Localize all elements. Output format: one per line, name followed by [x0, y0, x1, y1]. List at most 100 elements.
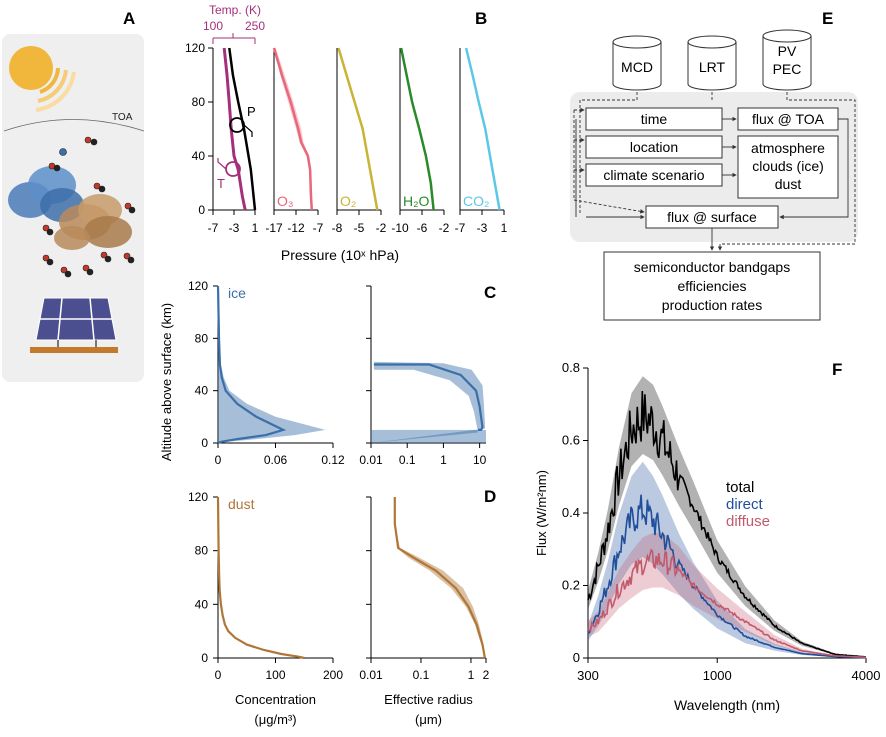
c-line-ice	[373, 363, 484, 431]
sun-icon	[9, 46, 76, 112]
panel-letter-c: C	[484, 283, 496, 302]
c-ytick-label: 80	[195, 331, 209, 345]
source-mcd: MCD	[612, 35, 662, 91]
d-xtick-label: 1	[468, 668, 475, 682]
b-line-O₃	[272, 47, 314, 211]
f-xtick-label: 1000	[703, 668, 732, 683]
atmosphere-label: atmosphere	[751, 140, 825, 156]
d-series-label: dust	[228, 496, 255, 512]
d-xtick-label: 200	[323, 668, 343, 682]
flux-toa-label: flux @ TOA	[752, 111, 825, 127]
f-y-axis-title: Flux (W/m²nm)	[534, 470, 549, 556]
d-band-dust	[394, 497, 485, 658]
b-xtick-label: -12	[287, 221, 305, 235]
c-xtick-label: 0.06	[264, 453, 288, 467]
b-xtick-label: -5	[354, 221, 365, 235]
output-efficiencies-label: efficiencies	[677, 278, 746, 294]
clouds-label: clouds (ice)	[752, 158, 824, 174]
b-pressure-pointer	[243, 124, 253, 137]
b-species-label: CO₂	[463, 193, 489, 209]
f-line-direct	[587, 494, 866, 659]
c-line-ice	[216, 285, 287, 445]
f-legend-total: total	[726, 479, 754, 496]
c-band-ice	[218, 286, 326, 443]
c-xtick-label: 0	[215, 453, 222, 467]
b-xtick-label: -17	[265, 221, 283, 235]
d-ytick-label: 40	[195, 597, 209, 611]
panel-letter-d: D	[484, 487, 496, 506]
c-xtick-label: 0.12	[321, 453, 345, 467]
b-xtick-label: -10	[391, 221, 409, 235]
f-ytick-label: 0.6	[562, 433, 580, 448]
toa-arc	[3, 119, 145, 132]
b-ytick-label: 80	[192, 95, 206, 109]
chart-panel-f: 0 0.2 0.4 0.6 0.8 300 1000 4000 Wavelength (nm) F…	[534, 360, 880, 713]
d-x-axis-title: Effective radius	[384, 692, 473, 707]
d-xtick-label: 100	[265, 668, 285, 682]
f-xtick-label: 4000	[852, 668, 881, 683]
b-xtick-label: -7	[455, 221, 466, 235]
c-ytick-label: 120	[188, 279, 208, 293]
f-legend-direct: direct	[726, 496, 764, 513]
f-legend-diffuse: diffuse	[726, 513, 770, 530]
c-series-label: ice	[228, 285, 246, 301]
output-production-label: production rates	[662, 297, 762, 313]
b-xtick-label: -8	[332, 221, 343, 235]
f-xtick-label: 300	[577, 668, 599, 683]
b-ytick-label: 120	[185, 41, 205, 55]
f-ytick-label: 0	[573, 650, 580, 665]
b-xtick-label: -3	[477, 221, 488, 235]
d-line-dust	[393, 497, 486, 659]
b-pressure-marker-label: P	[247, 104, 256, 119]
chart-panel-b: 0 40 80 120 -7 -3 1 -17 -12 -7 O₃ -8 -5 -2 O₂ -10 -6 -2 H₂…	[185, 3, 508, 263]
panel-letter-a: A	[123, 9, 135, 28]
c-band-floor	[371, 429, 486, 443]
panel-letter-b: B	[475, 9, 487, 28]
c-xtick-label: 0.01	[359, 453, 383, 467]
f-ytick-label: 0.8	[562, 360, 580, 375]
altitude-axis-label: Altitude above surface (km)	[159, 303, 174, 461]
chart-panel-c: 0 40 80 120 0 0.06 0.12 0.01 0.1 1 10 ice	[188, 279, 487, 467]
dust-label: dust	[775, 176, 802, 192]
b-xtick-label: -7	[313, 221, 324, 235]
b-line-temperature	[222, 47, 247, 211]
flow-arrows	[573, 92, 856, 251]
d-x-axis-unit: (μg/m³)	[254, 712, 296, 727]
source-pv-label: PV	[778, 43, 797, 59]
b-temperature-pointer	[217, 158, 227, 170]
b-xtick-label: -3	[229, 221, 240, 235]
d-xtick-label: 0.01	[359, 668, 383, 682]
d-xtick-label: 0.1	[413, 668, 430, 682]
d-ytick-label: 0	[201, 651, 208, 665]
d-ytick-label: 80	[195, 544, 209, 558]
b-line-CO₂	[464, 47, 501, 211]
source-lrt: LRT	[687, 35, 737, 91]
b-xtick-label: -6	[417, 221, 428, 235]
c-xtick-label: 10	[473, 453, 487, 467]
cloud-icon	[8, 166, 132, 250]
panel-letter-f: F	[832, 360, 842, 379]
c-ytick-label: 0	[201, 436, 208, 450]
panel-letter-e: E	[822, 9, 833, 28]
b-species-label: H₂O	[403, 193, 430, 209]
outputs-box	[603, 251, 821, 321]
f-ytick-label: 0.4	[562, 505, 580, 520]
f-line-diffuse	[587, 548, 867, 659]
flux-surface-label: flux @ surface	[667, 209, 757, 225]
b-line-P	[228, 47, 257, 211]
d-ytick-label: 120	[188, 490, 208, 504]
b-x-axis-title: Pressure (10ˣ hPa)	[281, 247, 399, 263]
toa-label: TOA	[112, 112, 133, 123]
b-species-label: O₃	[277, 193, 294, 209]
b-xtick-label: -2	[376, 221, 387, 235]
f-band-direct	[588, 461, 866, 658]
solar-panel-icon	[30, 297, 118, 353]
d-x-axis-title: Concentration	[235, 692, 316, 707]
source-pec-label: PEC	[773, 61, 802, 77]
d-xtick-label: 0	[215, 668, 222, 682]
b-ytick-label: 0	[198, 203, 205, 217]
c-ytick-label: 40	[195, 384, 209, 398]
c-xtick-label: 0.1	[399, 453, 416, 467]
f-x-axis-title: Wavelength (nm)	[674, 697, 780, 713]
